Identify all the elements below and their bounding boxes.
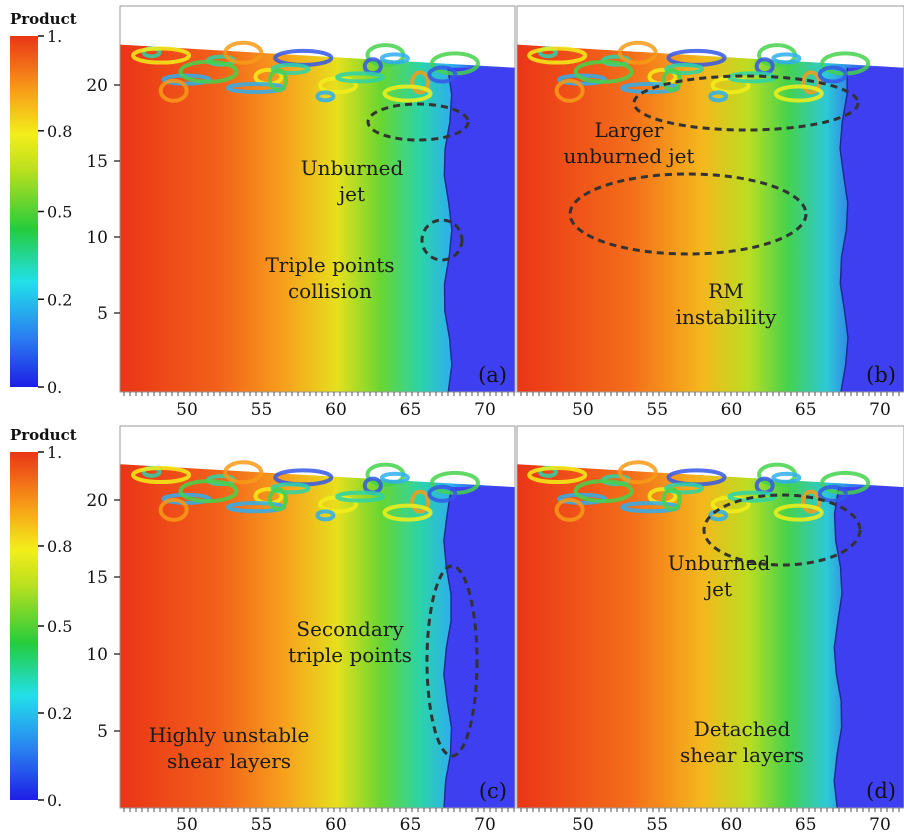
colorbar-tick-label: 0. [47,378,62,397]
highlight-ellipse [425,564,479,758]
x-tick-label: 65 [400,400,422,420]
x-tick-label: 55 [646,815,668,834]
highlight-ellipse [366,102,470,142]
panel-label: (a) [478,363,507,387]
detonation-front [443,67,453,393]
y-tick-label: 20 [86,76,108,96]
annotation-text: unburned jet [564,144,695,168]
x-tick-label: 60 [325,400,347,420]
colorbar-title: Product [10,10,77,28]
x-tick-label: 55 [251,815,273,834]
x-tick-label: 70 [869,400,891,420]
annotation-text: collision [288,279,372,303]
y-tick-label: 10 [86,228,108,248]
y-tick-label: 5 [97,304,108,324]
unburned-region [840,67,904,392]
annotation-text: Triple points [265,253,394,277]
panel-frame [119,5,516,393]
panel-label: (d) [866,779,896,803]
detonation-front [833,487,843,809]
annotation-text: Unburned [301,156,404,180]
x-tick-label: 60 [721,815,743,834]
y-tick-label: 5 [97,722,108,742]
product-field [517,44,904,392]
x-tick-label: 50 [572,815,594,834]
detonation-front [443,487,453,809]
colorbar-tick-label: 0.2 [47,290,72,309]
panel-frame [516,425,904,809]
colorbar-tick-label: 0. [47,791,62,810]
shear-layer-swirls [131,40,480,103]
annotation-text: Larger [595,118,664,142]
panel-label: (c) [479,779,507,803]
y-tick-label: 15 [86,152,108,172]
annotation-text: jet [337,182,365,206]
colorbar-tick-label: 0.8 [47,537,72,556]
colorbar-gradient [10,36,38,387]
product-field [120,44,515,392]
x-tick-label: 55 [646,400,668,420]
y-tick-label: 10 [86,645,108,665]
x-tick-label: 65 [400,815,422,834]
x-tick-label: 65 [795,400,817,420]
colorbar-tick-label: 0.5 [47,203,72,222]
panel-frame [119,425,516,809]
annotation-text: shear layers [680,743,804,767]
x-tick-label: 60 [325,815,347,834]
x-tick-label: 70 [474,400,496,420]
y-tick-label: 15 [86,568,108,588]
colorbar-tick-label: 1. [47,27,62,46]
colorbar-tick-label: 0.8 [47,122,72,141]
panel-frame [516,5,904,393]
colorbar-tick-label: 0.2 [47,704,72,723]
colorbar-tick-label: 1. [47,443,62,462]
annotation-text: Highly unstable [149,723,310,747]
x-tick-label: 70 [869,815,891,834]
x-tick-label: 55 [251,400,273,420]
unburned-region [443,487,515,808]
product-field [517,464,904,808]
annotation-text: Secondary [296,617,404,641]
highlight-ellipse [568,172,808,256]
annotation-text: Unburned [668,551,771,575]
annotation-text: triple points [288,643,412,667]
x-tick-label: 70 [474,815,496,834]
detonation-front [839,67,849,393]
x-tick-label: 50 [176,815,198,834]
colorbar-tick-label: 0.5 [47,617,72,636]
shear-layer-swirls [527,460,871,522]
highlight-ellipse [632,74,860,132]
annotation-text: jet [704,577,732,601]
annotation-text: RM [708,279,744,303]
y-tick-label: 20 [86,491,108,511]
annotation-text: shear layers [167,749,291,773]
colorbar-gradient [10,452,38,800]
colorbar-title: Product [10,426,77,444]
unburned-region [444,67,515,392]
panel-label: (b) [866,363,896,387]
x-tick-label: 65 [795,815,817,834]
highlight-ellipse [420,218,464,262]
x-tick-label: 60 [721,400,743,420]
annotation-text: Detached [694,717,791,741]
shear-layer-swirls [131,460,480,522]
unburned-region [834,487,904,808]
x-tick-label: 50 [572,400,594,420]
highlight-ellipse [702,493,862,567]
annotation-text: instability [676,305,778,329]
x-tick-label: 50 [176,400,198,420]
product-field [120,464,515,808]
